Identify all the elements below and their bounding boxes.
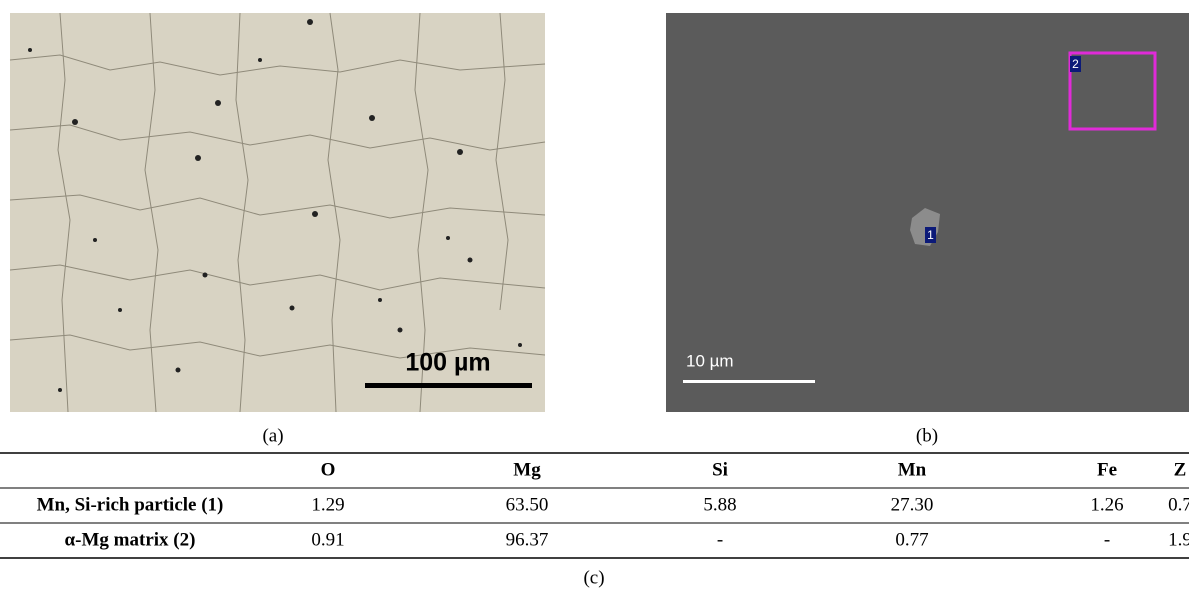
caption: (a) <box>262 425 283 446</box>
column-header: Z <box>1174 459 1187 480</box>
caption: (c) <box>583 567 604 588</box>
row-header: α-Mg matrix (2) <box>65 529 196 550</box>
table-cell: 1.9 <box>1168 529 1189 550</box>
column-header: Mg <box>513 459 541 480</box>
marker-label: 2 <box>1072 57 1079 71</box>
column-header: Mn <box>898 459 927 480</box>
table-cell: 1.29 <box>311 494 344 515</box>
table-cell: 96.37 <box>506 529 549 550</box>
table-cell: 0.91 <box>311 529 344 550</box>
optical-micrograph: 100 µm <box>10 13 545 412</box>
table-cell: - <box>717 529 723 550</box>
scale-bar <box>365 383 532 388</box>
column-header: O <box>321 459 336 480</box>
table-cell: 0.7 <box>1168 494 1189 515</box>
scale-label: 100 µm <box>405 349 490 377</box>
table-cell: 63.50 <box>506 494 549 515</box>
row-header: Mn, Si-rich particle (1) <box>37 494 224 515</box>
figure: 100 µm 1 2 10 µm (a) (b) (c) O Mg Si Mn Fe Z M… <box>0 0 1189 595</box>
scale-bar <box>683 380 815 383</box>
scale-label: 10 µm <box>686 351 734 370</box>
figure-canvas: 100 µm 1 2 10 µm (a) (b) (c) O Mg Si Mn Fe Z M… <box>0 0 1189 595</box>
table-cell: 5.88 <box>703 494 736 515</box>
table-cell: 0.77 <box>895 529 928 550</box>
table-cell: - <box>1104 529 1110 550</box>
column-header: Fe <box>1097 459 1117 480</box>
column-header: Si <box>712 459 728 480</box>
table-cell: 1.26 <box>1090 494 1123 515</box>
table-cell: 27.30 <box>891 494 934 515</box>
sem-image: 1 2 10 µm <box>666 13 1189 412</box>
marker-label: 1 <box>927 228 934 242</box>
caption: (b) <box>916 425 938 446</box>
